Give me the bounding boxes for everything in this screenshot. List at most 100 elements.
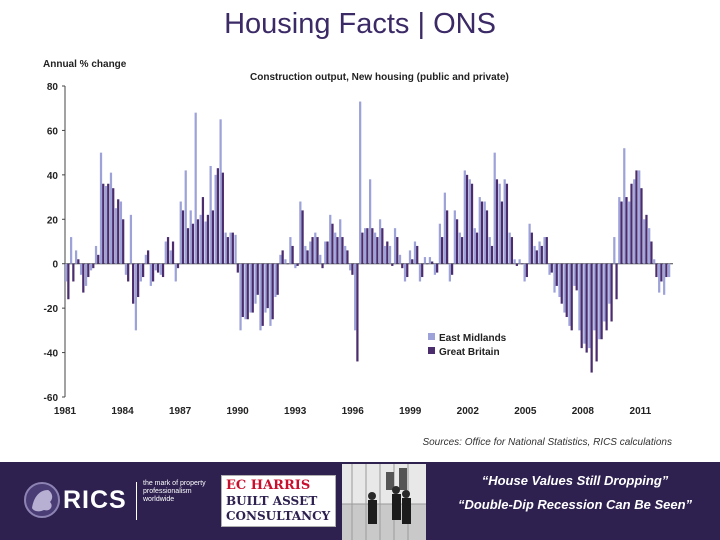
bar-great-britain — [381, 228, 384, 264]
bar-great-britain — [610, 263, 613, 322]
bar-east-midlands — [503, 179, 506, 264]
chart-title: Construction output, New housing (public… — [250, 72, 509, 83]
bar-great-britain — [515, 263, 519, 266]
bar-east-midlands — [488, 237, 491, 264]
bar-east-midlands — [578, 263, 581, 331]
bar-great-britain — [550, 263, 553, 273]
rics-wordmark: RICS — [63, 486, 127, 514]
bar-great-britain — [545, 237, 548, 264]
x-tick-label: 1993 — [284, 406, 307, 417]
y-tick-label: 60 — [47, 126, 59, 137]
bar-east-midlands — [463, 170, 466, 264]
bar-east-midlands — [319, 254, 322, 264]
bar-great-britain — [181, 210, 185, 264]
bar-great-britain — [331, 223, 334, 264]
bar-great-britain — [92, 263, 95, 269]
x-tick-label: 1981 — [54, 406, 77, 417]
bar-great-britain — [196, 219, 200, 264]
bar-east-midlands — [648, 228, 651, 264]
bar-great-britain — [575, 263, 578, 291]
bar-great-britain — [470, 183, 474, 264]
bar-east-midlands — [139, 263, 142, 282]
bar-east-midlands — [149, 263, 152, 286]
bar-east-midlands — [668, 263, 671, 278]
bar-east-midlands — [184, 170, 187, 264]
bar-great-britain — [132, 263, 135, 304]
bar-east-midlands — [568, 263, 571, 326]
bar-great-britain — [431, 261, 434, 264]
bar-great-britain — [191, 223, 195, 264]
bar-great-britain — [640, 188, 643, 264]
bar-east-midlands — [593, 263, 596, 331]
bar-great-britain — [151, 263, 155, 282]
bar-great-britain — [82, 263, 85, 293]
bar-east-midlands — [583, 263, 586, 344]
bar-great-britain — [311, 237, 314, 264]
bar-east-midlands — [443, 192, 446, 264]
bar-great-britain — [630, 183, 633, 264]
bar-great-britain — [520, 263, 523, 265]
bar-great-britain — [510, 237, 514, 264]
bar-great-britain — [406, 263, 409, 278]
bar-east-midlands — [588, 263, 591, 349]
bar-great-britain — [127, 263, 130, 282]
bar-great-britain — [326, 241, 329, 264]
bar-great-britain — [261, 263, 264, 326]
bar-great-britain — [241, 263, 244, 318]
bar-east-midlands — [383, 245, 387, 264]
bar-great-britain — [475, 232, 479, 264]
bar-great-britain — [321, 263, 324, 269]
bar-east-midlands — [164, 241, 167, 264]
rics-lion-logo-icon — [24, 482, 60, 518]
bar-great-britain — [645, 214, 648, 264]
bar-east-midlands — [289, 237, 292, 264]
bar-east-midlands — [553, 263, 556, 293]
bar-east-midlands — [194, 112, 197, 264]
bar-east-midlands — [329, 214, 332, 264]
bar-east-midlands — [284, 259, 287, 264]
bar-east-midlands — [129, 214, 133, 264]
bar-east-midlands — [423, 257, 427, 264]
bar-great-britain — [346, 250, 349, 264]
bar-great-britain — [306, 250, 309, 264]
bar-great-britain — [505, 183, 509, 264]
bar-great-britain — [356, 263, 359, 362]
bar-east-midlands — [598, 263, 601, 340]
bar-great-britain — [485, 210, 489, 264]
bar-great-britain — [386, 241, 389, 264]
bar-east-midlands — [344, 245, 347, 264]
business-people-photo-icon — [342, 464, 426, 540]
chart-source: Sources: Office for National Statistics,… — [422, 437, 672, 448]
bar-great-britain — [580, 263, 583, 349]
y-tick-label: -40 — [44, 349, 59, 360]
bar-east-midlands — [84, 263, 88, 286]
bar-great-britain — [635, 170, 638, 264]
bar-east-midlands — [174, 263, 177, 282]
x-tick-label: 2008 — [572, 406, 595, 417]
bar-east-midlands — [538, 241, 541, 264]
bar-east-midlands — [199, 214, 202, 264]
bar-east-midlands — [378, 219, 382, 264]
bar-great-britain — [530, 232, 533, 264]
bar-east-midlands — [398, 254, 402, 264]
bar-great-britain — [201, 197, 205, 264]
bar-east-midlands — [339, 219, 342, 264]
bar-great-britain — [655, 263, 658, 278]
bar-east-midlands — [124, 263, 128, 275]
bar-east-midlands — [393, 228, 397, 264]
bar-east-midlands — [453, 210, 456, 264]
bar-great-britain — [102, 183, 105, 264]
bar-great-britain — [416, 245, 419, 264]
bar-east-midlands — [403, 263, 407, 282]
bar-great-britain — [341, 237, 344, 264]
x-tick-label: 1990 — [226, 406, 249, 417]
bar-east-midlands — [249, 263, 252, 313]
bar-great-britain — [361, 232, 364, 264]
bar-east-midlands — [623, 148, 626, 264]
bar-east-midlands — [99, 152, 103, 264]
bar-great-britain — [600, 263, 603, 340]
bar-great-britain — [271, 263, 274, 320]
x-tick-label: 1999 — [399, 406, 422, 417]
bar-east-midlands — [478, 197, 481, 264]
chart-panel: Annual % change Construction output, New … — [30, 48, 680, 452]
